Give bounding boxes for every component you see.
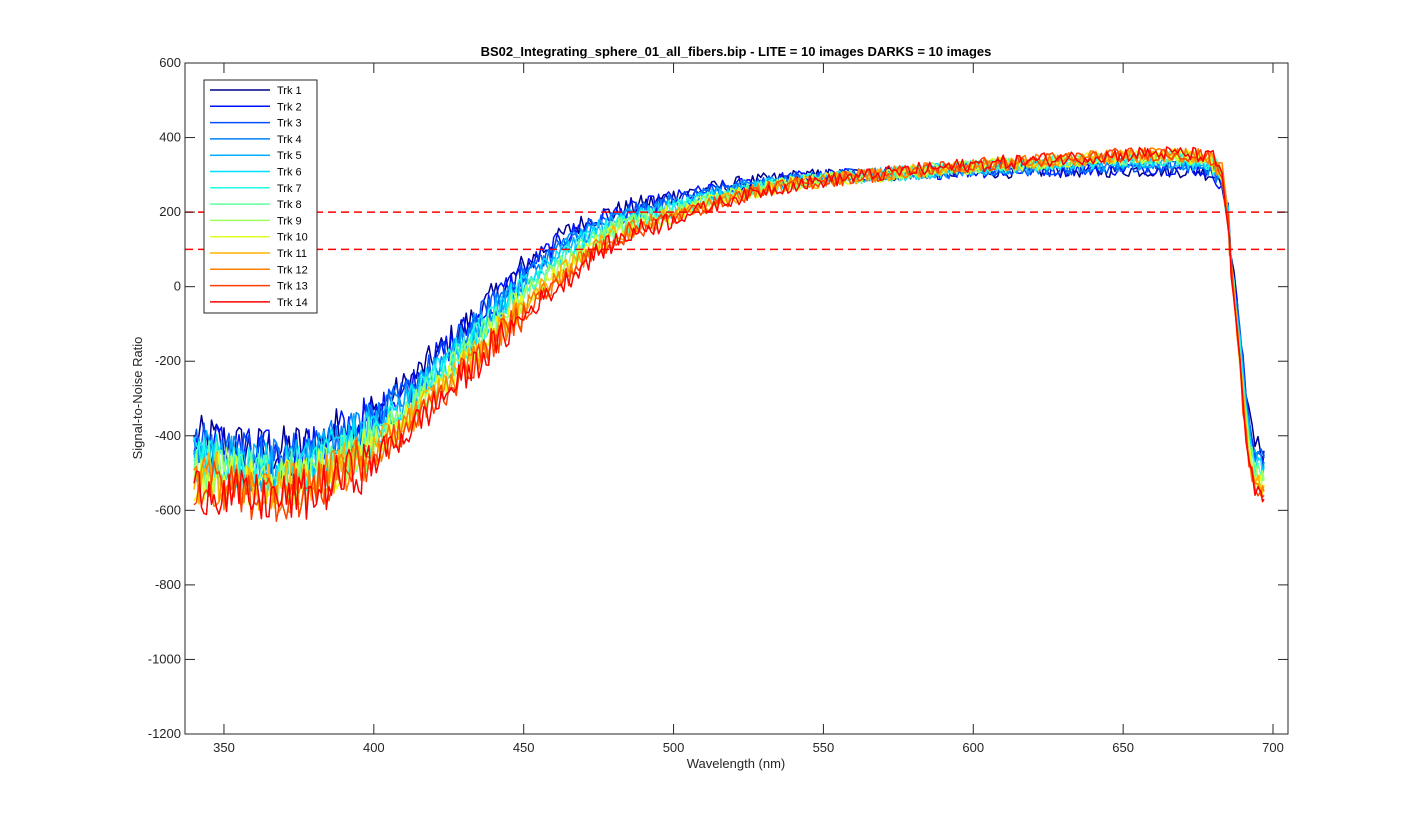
legend-item-trk-8: Trk 8 [210,199,302,211]
legend-label: Trk 13 [277,281,308,293]
legend-label: Trk 7 [277,183,302,195]
legend-label: Trk 14 [277,297,308,309]
legend-label: Trk 12 [277,264,308,276]
legend-item-trk-9: Trk 9 [210,215,302,227]
y-tick-label: 0 [174,279,181,294]
legend-item-trk-13: Trk 13 [210,281,308,293]
legend-label: Trk 2 [277,101,302,113]
legend-item-trk-4: Trk 4 [210,134,302,146]
x-tick-label: 400 [363,740,385,755]
legend-label: Trk 11 [277,248,307,260]
legend-item-trk-10: Trk 10 [210,232,308,244]
y-tick-label: -200 [155,353,181,368]
legend-box [203,79,318,314]
y-tick-label: 400 [159,130,181,145]
y-tick-label: 200 [159,204,181,219]
x-tick-label: 450 [513,740,535,755]
y-tick-label: -600 [155,502,181,517]
legend-label: Trk 10 [277,232,308,244]
legend-item-trk-12: Trk 12 [210,264,308,276]
y-tick-label: -1000 [148,651,181,666]
legend-item-trk-14: Trk 14 [210,297,308,309]
x-tick-label: 700 [1262,740,1284,755]
y-axis-label: Signal-to-Noise Ratio [130,337,145,460]
x-tick-label: 650 [1112,740,1134,755]
legend-item-trk-2: Trk 2 [210,101,302,113]
legend-label: Trk 5 [277,150,302,162]
y-tick-label: -400 [155,428,181,443]
x-tick-label: 550 [813,740,835,755]
legend-item-trk-5: Trk 5 [210,150,302,162]
x-tick-label: 600 [962,740,984,755]
x-tick-label: 500 [663,740,685,755]
legend-item-trk-11: Trk 11 [210,248,307,260]
legend-item-trk-3: Trk 3 [210,118,302,130]
x-tick-label: 350 [213,740,235,755]
series-line-trk-14 [193,146,1265,520]
legend-items: Trk 1 Trk 2 Trk 3 Trk 4 Trk 5 Trk 6 Trk 7 Trk 8… [210,85,308,309]
legend-label: Trk 8 [277,199,302,211]
series-layer [193,146,1265,523]
legend-item-trk-6: Trk 6 [210,167,302,179]
y-tick-label: -800 [155,577,181,592]
plot-frame [184,62,1289,735]
legend-label: Trk 3 [277,118,302,130]
y-tick-label: -1200 [148,726,181,741]
y-axis-ticks: -1200 -1000 -800 -600 -400 -200 0 200 400 600 [148,55,1288,741]
legend-label: Trk 4 [277,134,302,146]
legend-label: Trk 6 [277,167,302,179]
legend-label: Trk 1 [277,85,302,97]
reference-lines [185,211,1288,251]
y-tick-label: 600 [159,55,181,70]
legend-item-trk-1: Trk 1 [210,85,302,97]
x-axis-ticks: 350 400 450 500 550 600 650 700 [213,63,1284,755]
legend: Trk 1 Trk 2 Trk 3 Trk 4 Trk 5 Trk 6 Trk 7 Trk 8… [203,79,318,314]
chart-title: BS02_Integrating_sphere_01_all_fibers.bi… [481,44,992,59]
legend-item-trk-7: Trk 7 [210,183,302,195]
x-axis-label: Wavelength (nm) [687,756,786,771]
legend-label: Trk 9 [277,215,302,227]
